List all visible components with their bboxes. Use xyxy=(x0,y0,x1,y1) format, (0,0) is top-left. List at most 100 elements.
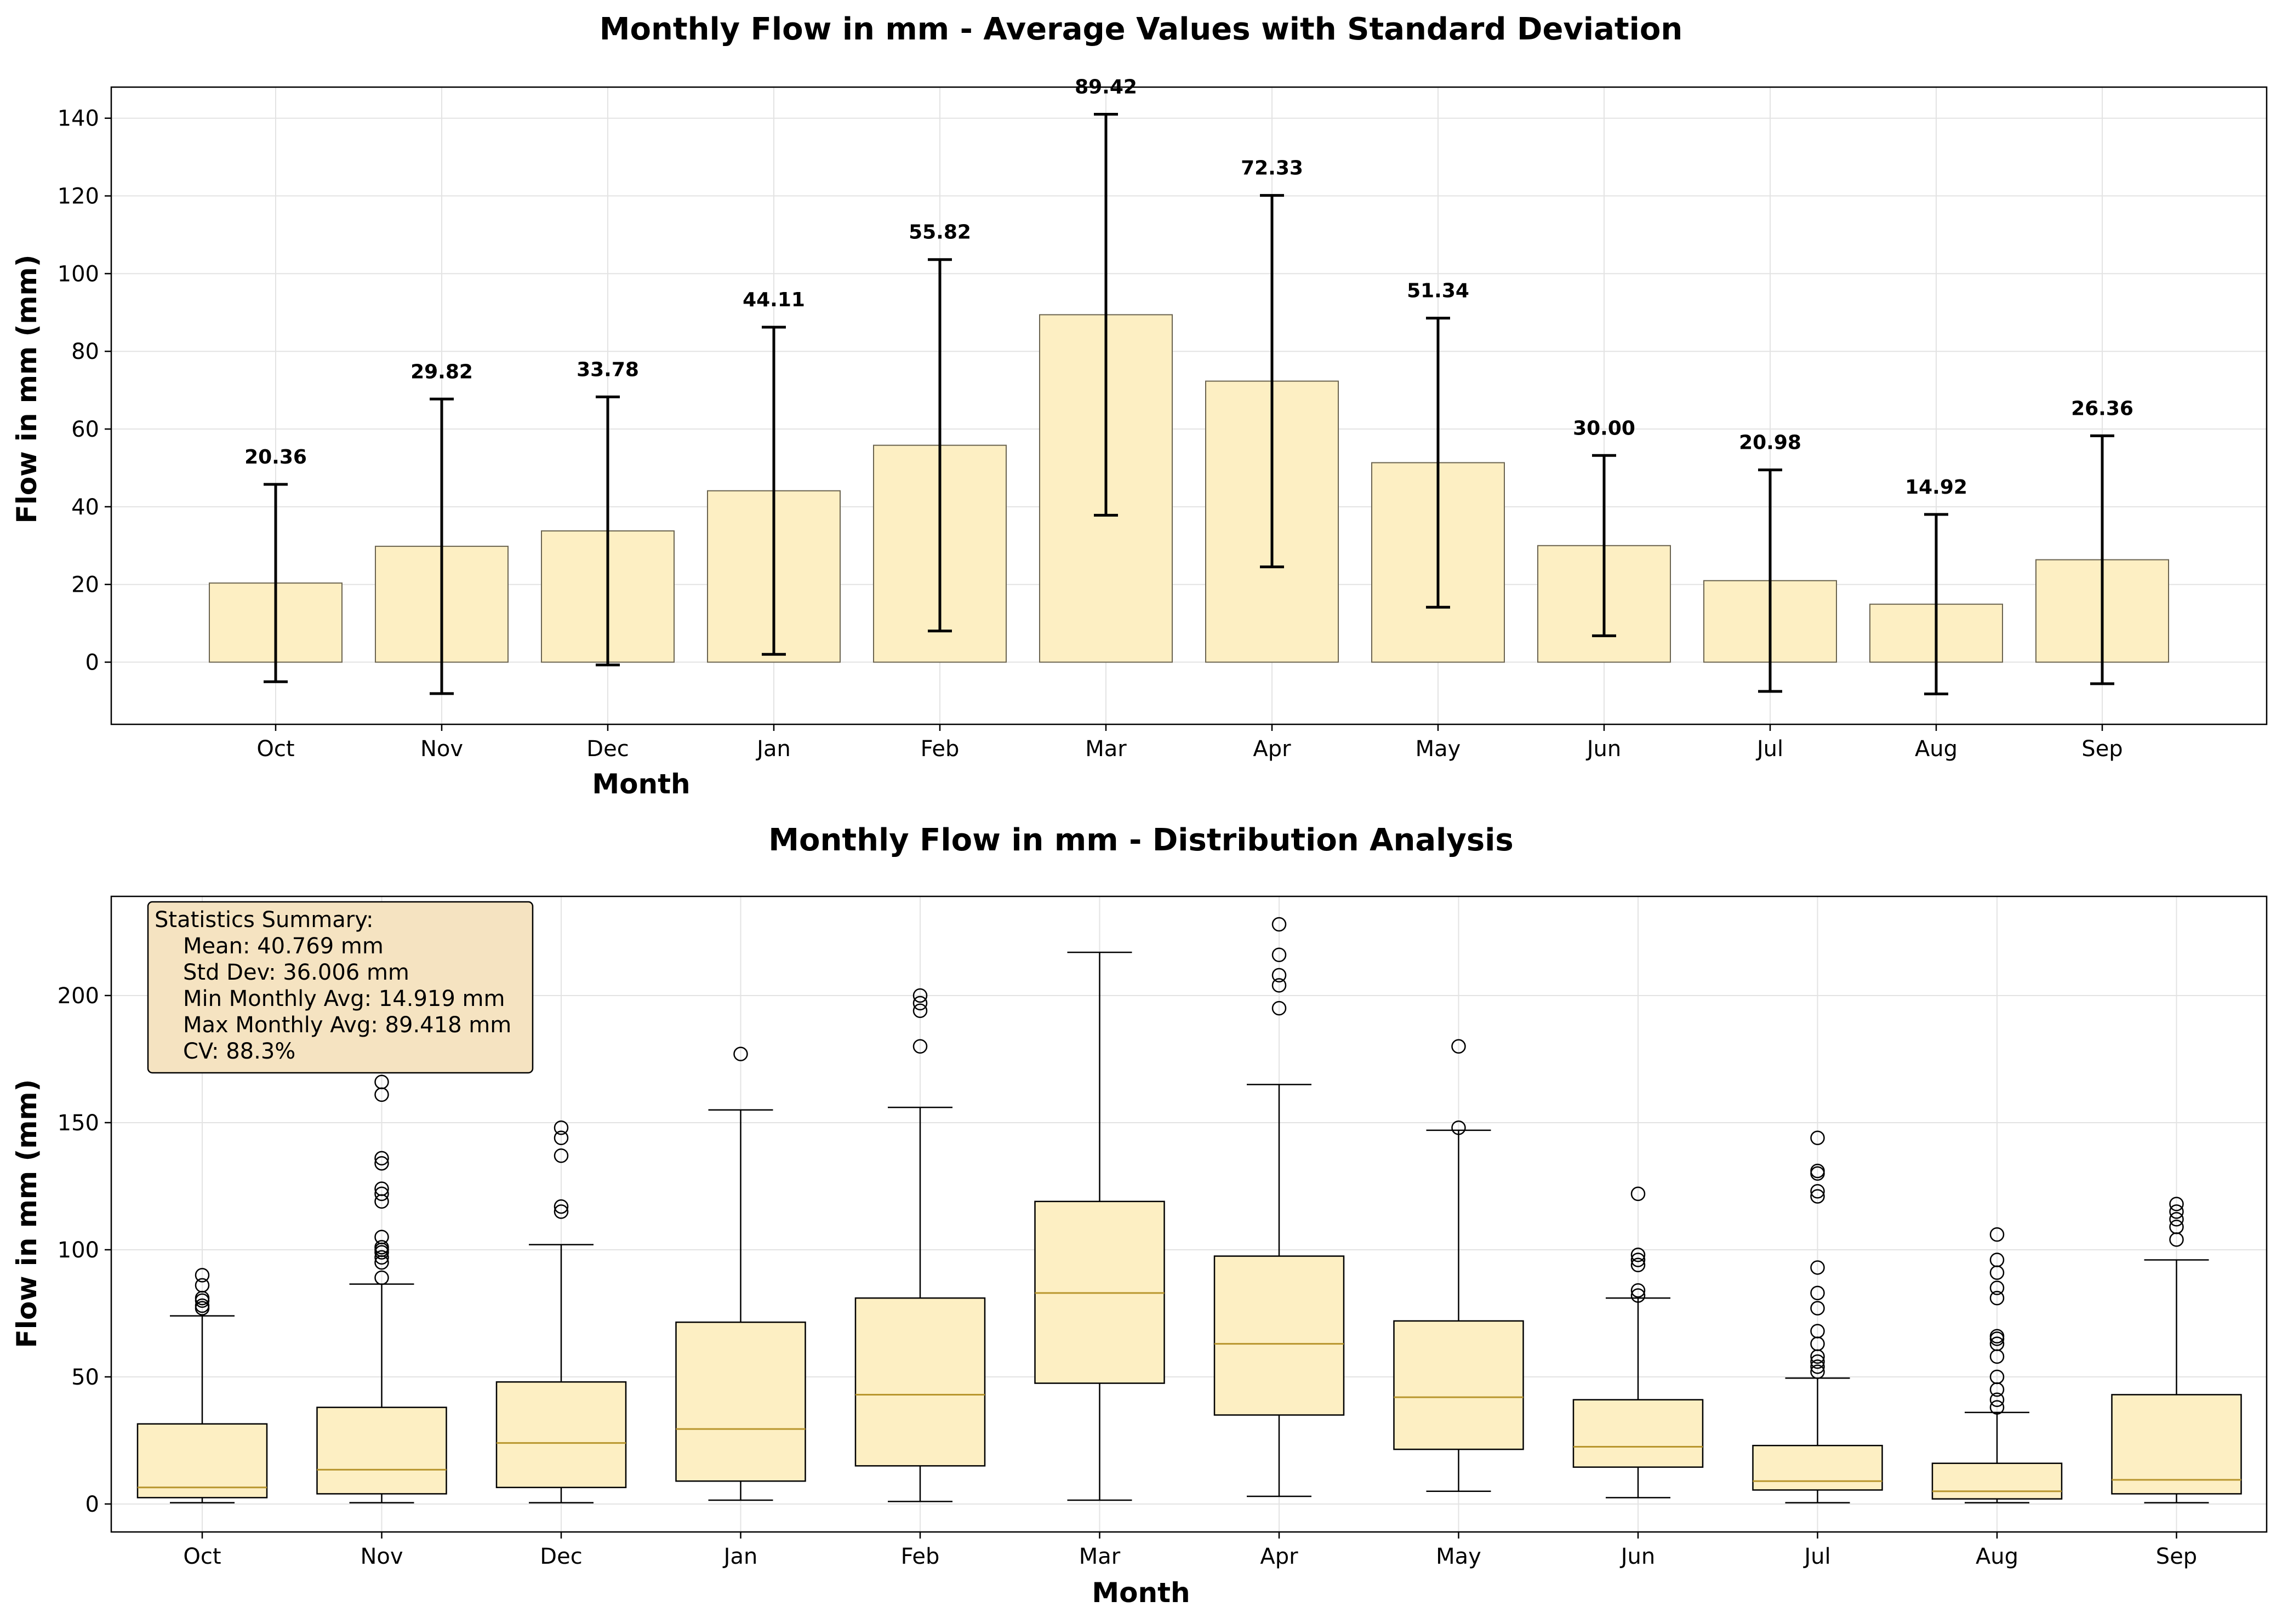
box-iqr xyxy=(675,1321,806,1482)
outlier-point xyxy=(1989,1392,2005,1407)
box-nov xyxy=(316,1074,447,1503)
outlier-point xyxy=(1810,1163,1825,1179)
box-may xyxy=(1393,1039,1524,1493)
x-tick-label-sep: Sep xyxy=(2081,736,2123,762)
box-iqr xyxy=(1931,1462,2063,1500)
box-feb xyxy=(854,988,986,1502)
outlier-point xyxy=(1810,1324,1825,1339)
outlier-point xyxy=(1989,1329,2005,1343)
box-iqr xyxy=(2111,1394,2242,1495)
value-label-aug: 14.92 xyxy=(1905,476,1967,499)
value-label-dec: 33.78 xyxy=(577,358,639,381)
y-tick-label: 0 xyxy=(85,1492,99,1517)
outlier-point xyxy=(554,1148,569,1163)
statistics-summary-box: Statistics Summary: Mean: 40.769 mm Std … xyxy=(147,901,534,1074)
box-chart-frame xyxy=(110,895,2268,1533)
box-iqr xyxy=(495,1381,627,1489)
box-iqr xyxy=(1572,1399,1704,1468)
outlier-point xyxy=(1630,1283,1646,1298)
outlier-point xyxy=(1989,1336,2005,1351)
y-tick-label: 50 xyxy=(71,1365,99,1390)
y-tick-label: 60 xyxy=(71,417,99,442)
outlier-point xyxy=(1271,978,1287,993)
box-iqr xyxy=(854,1297,986,1467)
outlier-point xyxy=(912,1003,928,1019)
outlier-point xyxy=(1810,1189,1825,1204)
box-jan xyxy=(675,1047,806,1501)
box-iqr xyxy=(136,1423,268,1499)
outlier-point xyxy=(1810,1354,1825,1369)
box-chart: Monthly Flow in mm - Distribution Analys… xyxy=(11,822,2268,1609)
box-iqr xyxy=(1213,1255,1345,1416)
value-label-feb: 55.82 xyxy=(909,221,971,244)
outlier-point xyxy=(374,1270,389,1285)
x-tick-label-nov: Nov xyxy=(420,736,463,762)
x-tick-label-nov: Nov xyxy=(360,1544,403,1569)
outlier-point xyxy=(1630,1247,1646,1262)
box-sep xyxy=(2111,1197,2242,1503)
y-tick-label: 140 xyxy=(58,106,99,131)
box-jun xyxy=(1572,1186,1704,1499)
outlier-point xyxy=(195,1268,210,1283)
x-tick-label-mar: Mar xyxy=(1085,736,1127,762)
x-tick-label-jul: Jul xyxy=(1802,1544,1830,1569)
statistics-cv: CV: 88.3% xyxy=(183,1039,295,1064)
box-apr xyxy=(1213,917,1345,1497)
outlier-point xyxy=(912,1039,928,1054)
box-iqr xyxy=(316,1406,447,1495)
outlier-point xyxy=(1630,1257,1646,1273)
outlier-point xyxy=(2169,1212,2184,1227)
statistics-summary-background xyxy=(147,901,534,1074)
outlier-point xyxy=(374,1156,389,1171)
x-tick-label-jun: Jun xyxy=(1585,736,1622,762)
outlier-point xyxy=(2169,1197,2184,1211)
value-label-jun: 30.00 xyxy=(1573,417,1635,439)
box-oct xyxy=(136,1268,268,1503)
statistics-max-monthly-avg: Max Monthly Avg: 89.418 mm xyxy=(183,1013,511,1038)
outlier-point xyxy=(554,1120,569,1135)
x-tick-label-may: May xyxy=(1416,736,1461,762)
value-label-jul: 20.98 xyxy=(1739,432,1801,454)
statistics-summary-title: Statistics Summary: xyxy=(155,907,373,933)
outlier-point xyxy=(1989,1369,2005,1385)
outlier-point xyxy=(1271,968,1287,983)
bar-chart-y-ticks: 0 20 40 60 80 100 120 140 xyxy=(58,106,111,676)
outlier-point xyxy=(554,1199,569,1214)
outlier-point xyxy=(195,1298,210,1313)
x-tick-label-feb: Feb xyxy=(921,736,960,762)
outlier-point xyxy=(1451,1039,1466,1054)
outlier-point xyxy=(554,1130,569,1146)
y-tick-label: 100 xyxy=(58,261,99,287)
outlier-point xyxy=(2169,1219,2184,1234)
outlier-point xyxy=(1989,1280,2005,1295)
y-tick-label: 80 xyxy=(71,339,99,364)
outlier-point xyxy=(912,996,928,1011)
x-tick-label-aug: Aug xyxy=(1976,1544,2018,1569)
box-chart-y-ticks: 0 50 100 150 200 xyxy=(58,983,111,1517)
x-tick-label-dec: Dec xyxy=(586,736,629,762)
statistics-mean: Mean: 40.769 mm xyxy=(183,934,384,959)
x-tick-label-feb: Feb xyxy=(901,1544,940,1569)
bar-chart-x-ticks: Oct Nov Dec Jan Feb Mar Apr May Jun Jul Aug Sep xyxy=(256,724,2123,762)
outlier-point xyxy=(374,1181,389,1196)
bar-chart-y-label: Flow in mm (mm) xyxy=(11,255,43,524)
outlier-point xyxy=(1810,1364,1825,1379)
outlier-point xyxy=(1989,1290,2005,1306)
x-tick-label-jan: Jan xyxy=(722,1544,758,1569)
value-label-jan: 44.11 xyxy=(743,289,805,311)
statistics-min-monthly-avg: Min Monthly Avg: 14.919 mm xyxy=(183,986,505,1011)
y-tick-label: 100 xyxy=(58,1238,99,1263)
box-iqr xyxy=(1393,1320,1524,1450)
box-chart-boxes xyxy=(136,917,2242,1503)
outlier-point xyxy=(374,1151,389,1166)
outlier-point xyxy=(1810,1260,1825,1275)
box-iqr xyxy=(1752,1444,1883,1491)
bar-chart: Monthly Flow in mm - Average Values with… xyxy=(11,12,2268,800)
y-tick-label: 120 xyxy=(58,184,99,209)
x-tick-label-jan: Jan xyxy=(755,736,791,762)
outlier-point xyxy=(374,1250,389,1265)
outlier-point xyxy=(1271,947,1287,962)
x-tick-label-dec: Dec xyxy=(540,1544,582,1569)
box-aug xyxy=(1931,1227,2063,1503)
